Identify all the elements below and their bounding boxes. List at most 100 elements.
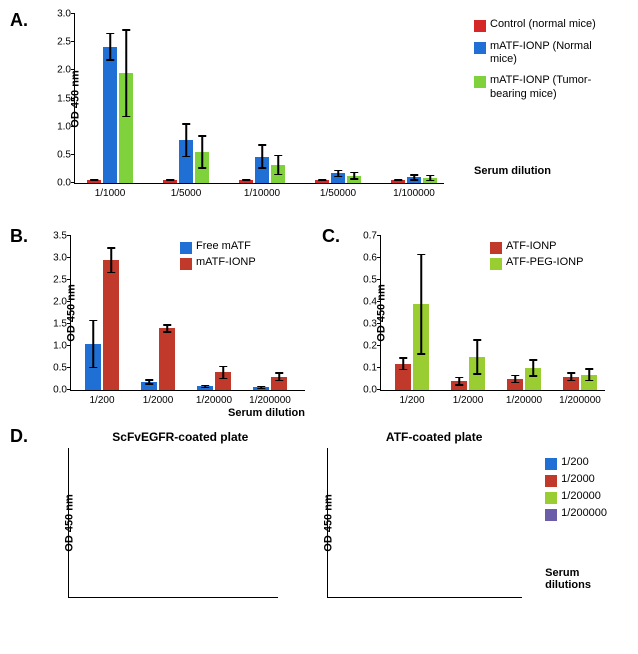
bar [85, 344, 101, 390]
xtick-label: 1/50000 [300, 188, 376, 199]
panel-a-legend: Control (normal mice) mATF-IONP (Normal … [474, 18, 614, 184]
error-bar [222, 366, 224, 379]
swatch [180, 258, 192, 270]
swatch [545, 475, 557, 487]
bar [315, 180, 329, 183]
legend-text: 1/200 [561, 456, 589, 469]
panel-d-xtitle: Serum dilutions [545, 567, 626, 591]
ytick-label: 3.0 [41, 253, 67, 264]
swatch [474, 20, 486, 32]
legend-text: mATF-IONP (Tumor-bearing mice) [490, 74, 614, 100]
ytick-label: 0.0 [45, 178, 71, 189]
ytick-label: 0.0 [41, 385, 67, 396]
bar [215, 372, 231, 390]
bar [163, 180, 177, 183]
bar [407, 177, 421, 183]
error-bar [110, 247, 112, 273]
ytick-label: 0.5 [45, 149, 71, 160]
legend-text: 1/2000 [561, 473, 595, 486]
swatch [474, 42, 486, 54]
legend-text: mATF-IONP (Normal mice) [490, 40, 614, 66]
ytick-label: 0.6 [351, 253, 377, 264]
bar-group [451, 357, 485, 390]
panel-d-label: D. [10, 426, 28, 447]
legend-text: mATF-IONP [196, 256, 256, 269]
panel-d-right-title: ATF-coated plate [327, 430, 541, 444]
ytick-label: 0.5 [41, 363, 67, 374]
bar [197, 386, 213, 390]
legend-item: mATF-IONP (Normal mice) [474, 40, 614, 66]
panel-c-label: C. [322, 226, 340, 247]
bar [141, 382, 157, 390]
panel-b-legend: Free mATF mATF-IONP [180, 240, 256, 272]
xtick-label: 1/20000 [496, 395, 552, 406]
xtick-label: 1/200000 [552, 395, 608, 406]
ytick-label: 1.5 [41, 319, 67, 330]
error-bar [92, 320, 94, 368]
swatch [545, 509, 557, 521]
legend-item: mATF-IONP [180, 256, 256, 270]
xtick-label: 1/200 [74, 395, 130, 406]
bar-group [163, 140, 209, 183]
bar [119, 73, 133, 183]
bar [331, 173, 345, 183]
bar-group [239, 157, 285, 183]
bar-group [141, 328, 175, 390]
bar [159, 328, 175, 390]
bar [395, 364, 411, 390]
bar [179, 140, 193, 183]
bar [507, 379, 523, 390]
error-bar [402, 357, 404, 370]
panel-a: A. OD 450 nm 0.00.51.01.52.02.53.01/1000… [8, 8, 630, 224]
error-bar [413, 174, 415, 181]
panel-a-label: A. [10, 10, 28, 31]
bar [271, 377, 287, 390]
bar-group [395, 304, 429, 390]
error-bar [429, 175, 431, 182]
ytick-label: 0.3 [351, 319, 377, 330]
panel-a-xtitle: Serum dilution [474, 165, 614, 177]
bar [103, 47, 117, 183]
bar-group [87, 47, 133, 183]
bar [239, 180, 253, 183]
bar [413, 304, 429, 390]
panel-c-ylabel: OD 450 nm [376, 284, 388, 341]
error-bar [476, 339, 478, 374]
legend-item: ATF-PEG-IONP [490, 256, 583, 270]
legend-text: 1/200000 [561, 507, 607, 520]
ytick-label: 0.7 [351, 231, 377, 242]
panel-d-left-chart: OD 450 nm [68, 448, 278, 598]
xtick-label: 1/2000 [130, 395, 186, 406]
swatch [474, 76, 486, 88]
error-bar [166, 324, 168, 333]
legend-text: ATF-PEG-IONP [506, 256, 583, 269]
error-bar [277, 155, 279, 175]
bar [469, 357, 485, 390]
error-bar [420, 254, 422, 355]
swatch [545, 458, 557, 470]
error-bar [125, 29, 127, 117]
error-bar [570, 372, 572, 381]
ytick-label: 0.4 [351, 297, 377, 308]
bar [103, 260, 119, 390]
ytick-label: 0.2 [351, 341, 377, 352]
bar-group [197, 372, 231, 390]
error-bar [514, 375, 516, 384]
error-bar [93, 179, 95, 181]
panel-b-ylabel: OD 450 nm [66, 284, 78, 341]
xtick-label: 1/2000 [440, 395, 496, 406]
error-bar [185, 123, 187, 157]
ytick-label: 0.0 [351, 385, 377, 396]
xtick-label: 1/200000 [242, 395, 298, 406]
legend-item: 1/200000 [545, 507, 626, 521]
error-bar [245, 179, 247, 181]
bar-group [85, 260, 119, 390]
ytick-label: 0.5 [351, 275, 377, 286]
error-bar [337, 170, 339, 178]
bar [423, 178, 437, 183]
legend-text: 1/20000 [561, 490, 601, 503]
bar-group [391, 177, 437, 183]
bar [563, 377, 579, 390]
bar [271, 165, 285, 183]
error-bar [353, 172, 355, 180]
